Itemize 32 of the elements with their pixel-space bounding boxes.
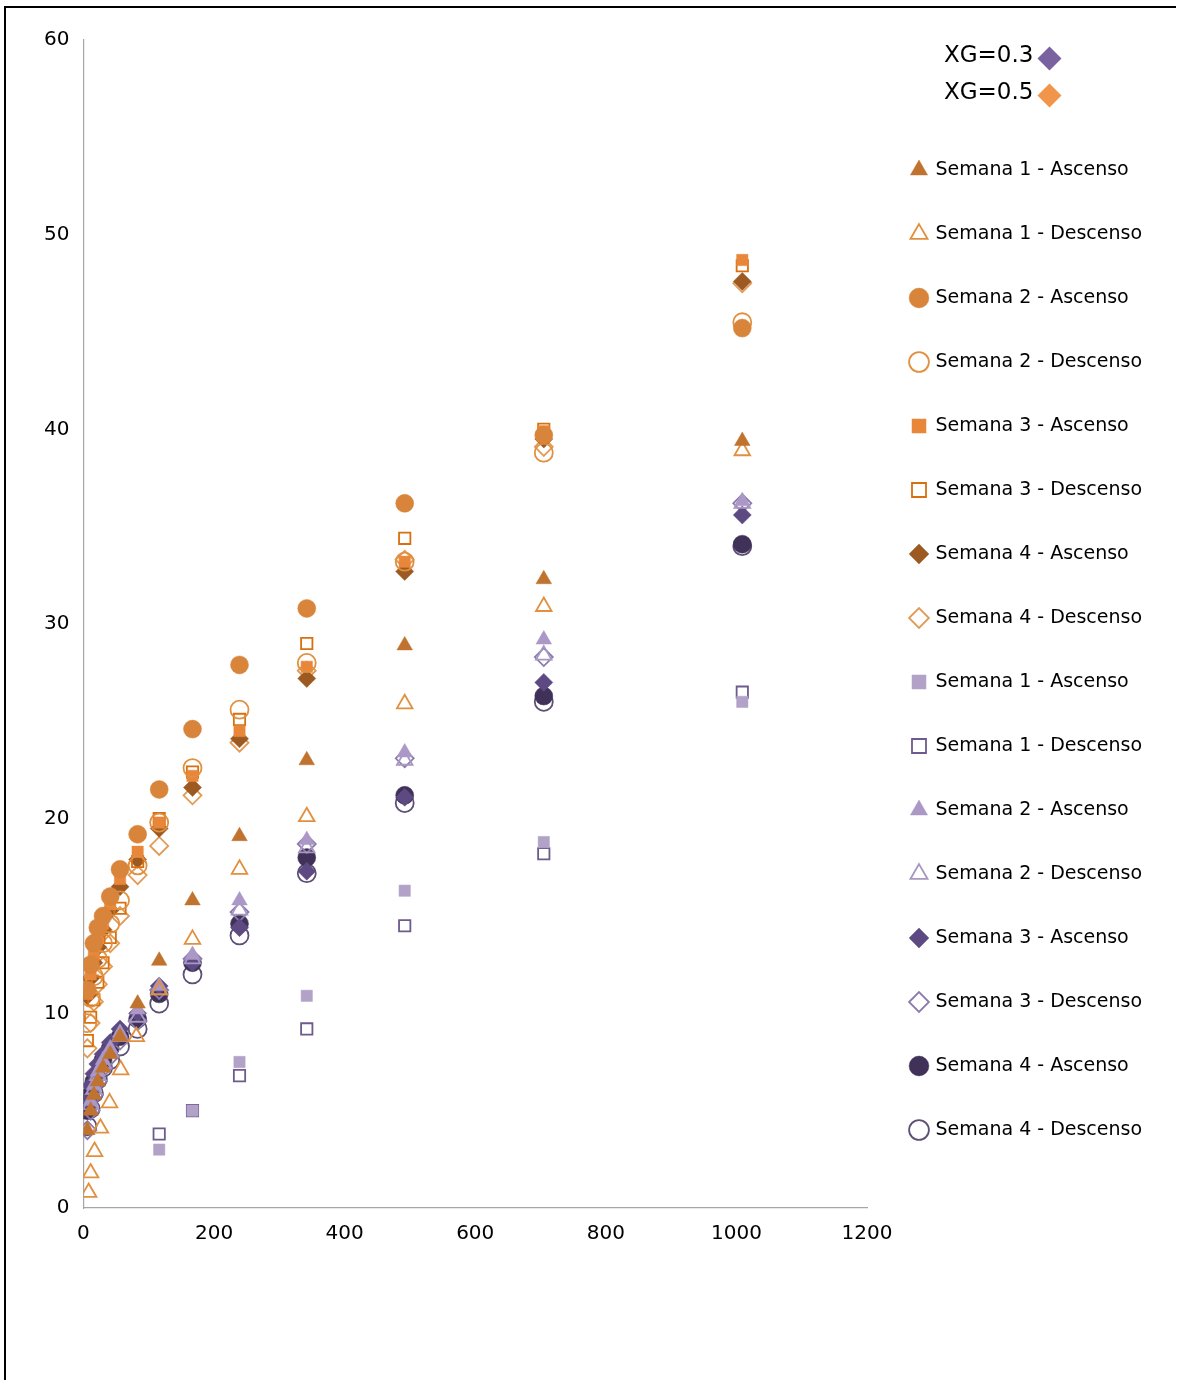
text: XG=0.5 bbox=[944, 77, 1034, 104]
legend-label: Semana 1 - Descenso bbox=[935, 732, 1143, 755]
legend-label: Semana 4 - Ascenso bbox=[935, 1052, 1129, 1075]
legend-label: Semana 3 - Ascenso bbox=[935, 924, 1129, 947]
legend-label: Semana 3 - Descenso bbox=[935, 476, 1143, 499]
y-tick-label: 10 bbox=[44, 999, 70, 1024]
y-tick-label: 60 bbox=[44, 26, 70, 51]
legend-label: Semana 4 - Descenso bbox=[935, 604, 1143, 627]
x-tick-label: 0 bbox=[77, 1220, 90, 1245]
legend-label: Semana 4 - Descenso bbox=[935, 1116, 1143, 1139]
x-tick-label: 1200 bbox=[841, 1220, 893, 1245]
legend-label: Semana 1 - Ascenso bbox=[935, 156, 1129, 179]
legend-label: Semana 3 - Descenso bbox=[935, 988, 1143, 1011]
legend-label: Semana 3 - Ascenso bbox=[935, 412, 1129, 435]
legend-label: Semana 1 - Descenso bbox=[935, 220, 1143, 243]
x-tick-label: 1000 bbox=[710, 1220, 762, 1245]
legend-label: Semana 1 - Ascenso bbox=[935, 668, 1129, 691]
text: XG=0.3 bbox=[944, 40, 1034, 67]
legend-label: Semana 2 - Descenso bbox=[935, 860, 1143, 883]
legend-label: Semana 2 - Ascenso bbox=[935, 284, 1129, 307]
y-tick-label: 0 bbox=[56, 1194, 70, 1219]
legend-label: Semana 2 - Descenso bbox=[935, 348, 1143, 371]
y-tick-label: 30 bbox=[44, 610, 70, 635]
x-tick-label: 800 bbox=[586, 1220, 625, 1245]
legend-label: Semana 4 - Ascenso bbox=[935, 540, 1129, 563]
x-tick-label: 200 bbox=[194, 1220, 234, 1245]
y-tick-label: 40 bbox=[44, 415, 70, 440]
x-tick-label: 600 bbox=[456, 1220, 495, 1245]
legend-label: Semana 2 - Ascenso bbox=[935, 796, 1129, 819]
x-tick-label: 400 bbox=[325, 1220, 364, 1245]
y-tick-label: 50 bbox=[44, 220, 70, 245]
y-tick-label: 20 bbox=[44, 804, 70, 829]
